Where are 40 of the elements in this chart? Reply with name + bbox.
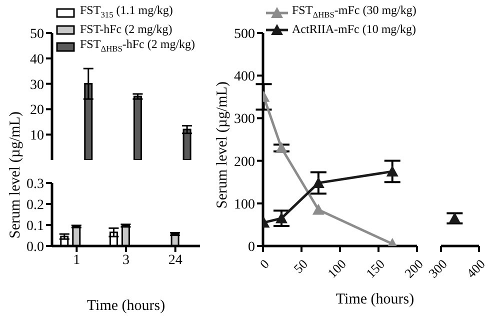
legend-label: ActRIIA-mFc (10 mg/kg) — [292, 22, 416, 38]
y-tick-label: 100 — [234, 197, 255, 212]
bar — [182, 128, 192, 160]
y-tick-label: 300 — [234, 112, 255, 128]
y-axis-title: Serum level (µg/mL) — [214, 82, 232, 208]
x-tick-label: 1 — [73, 252, 80, 268]
x-tick-label: 300 — [426, 256, 450, 281]
x-tick-label: 150 — [363, 256, 388, 281]
y-tick-label: 0.2 — [26, 198, 44, 213]
y-tick-label: 400 — [234, 70, 255, 85]
x-tick-label: 400 — [464, 256, 488, 281]
x-tick-label: 24 — [168, 252, 182, 268]
y-tick-label: 10 — [30, 128, 44, 144]
y-tick-label: 0.1 — [26, 218, 44, 234]
point — [275, 212, 288, 224]
x-axis-title: Time (hours) — [336, 292, 414, 308]
point — [275, 142, 288, 154]
bar — [133, 96, 142, 160]
point — [312, 204, 324, 215]
x-axis-title: Time (hours) — [86, 298, 166, 314]
legend-label: FST$_{315}$ (1.1 mg/kg) — [80, 3, 173, 22]
y-tick-label: 40 — [30, 52, 44, 68]
y-tick-label: 0 — [248, 240, 255, 255]
legend-label: FST-hFc (2 mg/kg) — [80, 22, 172, 38]
x-tick-label: 100 — [324, 256, 349, 281]
legend-label: FST$_{ΔHBS}$-hFc (2 mg/kg) — [80, 37, 196, 56]
legend-label: FST$_{ΔHBS}$-mFc (30 mg/kg) — [292, 3, 416, 22]
point — [386, 165, 398, 176]
point — [312, 176, 324, 188]
y-tick-label: 0.0 — [26, 240, 44, 255]
x-tick-label: 50 — [290, 256, 310, 276]
y-tick-label: 30 — [30, 78, 44, 93]
x-tick-label: 3 — [122, 252, 130, 268]
y-tick-label: 50 — [30, 26, 44, 42]
y-tick-label: 20 — [30, 103, 44, 118]
y-tick-label: 500 — [234, 26, 255, 42]
y-tick-label: 200 — [234, 154, 255, 170]
y-tick-label: 0.3 — [26, 176, 44, 192]
x-tick-label: 0 — [256, 256, 272, 272]
y-axis-title: Serum level (µg/mL) — [8, 112, 24, 238]
